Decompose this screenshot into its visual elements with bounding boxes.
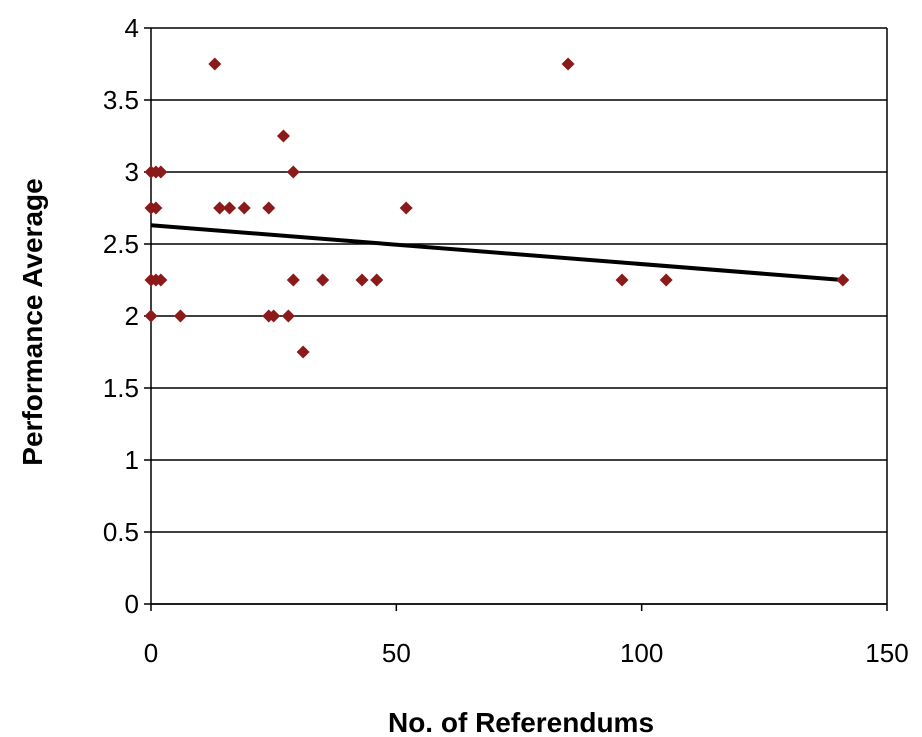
data-point bbox=[154, 165, 168, 179]
data-point bbox=[286, 273, 300, 287]
trendline bbox=[150, 223, 843, 282]
y-tick-label: 2 bbox=[125, 301, 139, 331]
data-point bbox=[144, 309, 158, 323]
data-point bbox=[316, 273, 330, 287]
y-tick-label: 3 bbox=[125, 157, 139, 187]
x-tick-label: 0 bbox=[144, 638, 158, 668]
data-points bbox=[144, 57, 850, 359]
data-point bbox=[223, 201, 237, 215]
trendline-group bbox=[150, 223, 843, 282]
y-axis-title: Performance Average bbox=[17, 178, 48, 465]
y-tick-label: 0 bbox=[125, 589, 139, 619]
x-tick-label: 50 bbox=[382, 638, 411, 668]
y-tick-label: 0.5 bbox=[103, 517, 139, 547]
data-point bbox=[237, 201, 251, 215]
data-point bbox=[355, 273, 369, 287]
data-point bbox=[262, 201, 276, 215]
y-tick-label: 1.5 bbox=[103, 373, 139, 403]
data-point bbox=[173, 309, 187, 323]
data-point bbox=[296, 345, 310, 359]
data-point bbox=[659, 273, 673, 287]
y-tick-label: 3.5 bbox=[103, 85, 139, 115]
data-point bbox=[281, 309, 295, 323]
data-point bbox=[276, 129, 290, 143]
data-point bbox=[399, 201, 413, 215]
data-point bbox=[149, 201, 163, 215]
data-point bbox=[370, 273, 384, 287]
data-point bbox=[208, 57, 222, 71]
data-point bbox=[267, 309, 281, 323]
y-tick-label: 1 bbox=[125, 445, 139, 475]
data-point bbox=[836, 273, 850, 287]
data-point bbox=[213, 201, 227, 215]
y-tick-label: 2.5 bbox=[103, 229, 139, 259]
y-tick-label: 4 bbox=[125, 13, 139, 43]
x-tick-labels: 0 50 100 150 bbox=[144, 638, 909, 668]
data-point bbox=[286, 165, 300, 179]
data-point bbox=[154, 273, 168, 287]
x-tick-label: 100 bbox=[620, 638, 663, 668]
data-point bbox=[561, 57, 575, 71]
x-axis-title: No. of Referendums bbox=[388, 707, 654, 737]
data-point bbox=[615, 273, 629, 287]
y-tick-labels: 0 0.5 1 1.5 2 2.5 3 3.5 4 bbox=[103, 13, 139, 619]
x-tick-label: 150 bbox=[865, 638, 908, 668]
